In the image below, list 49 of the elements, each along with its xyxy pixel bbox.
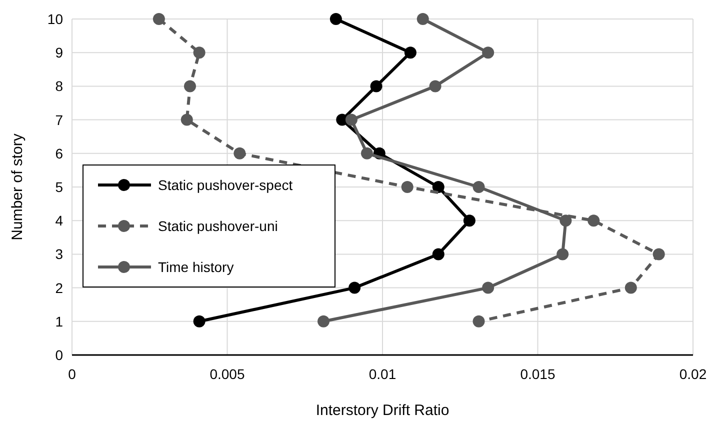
point: [482, 282, 494, 294]
point: [152, 13, 165, 25]
point: [624, 282, 637, 294]
x-tick-label: 0.02: [679, 366, 707, 382]
y-tick-label: 8: [55, 78, 64, 94]
y-tick-label: 3: [55, 246, 64, 262]
y-tick-label: 2: [55, 280, 64, 296]
point: [560, 214, 572, 227]
point: [348, 282, 361, 294]
y-tick-label: 9: [55, 44, 64, 61]
point: [330, 13, 342, 25]
y-axis-title: Number of story: [9, 133, 26, 240]
point: [370, 80, 382, 92]
point: [318, 315, 330, 328]
y-tick-label: 10: [47, 11, 64, 27]
y-tick-label: 6: [55, 145, 64, 162]
point: [404, 46, 416, 59]
point: [429, 80, 442, 92]
point: [234, 147, 246, 160]
legend-label: Static pushover-spect: [158, 177, 293, 193]
point: [432, 181, 444, 193]
y-tick-label: 0: [55, 347, 64, 363]
legend-label: Time history: [158, 259, 234, 275]
point: [416, 13, 429, 25]
y-tick-label: 7: [55, 112, 64, 128]
y-tick-label: 1: [55, 313, 64, 330]
point: [184, 80, 196, 92]
legend-label: Static pushover-uni: [158, 218, 278, 234]
y-tick-label: 5: [55, 179, 64, 195]
point: [401, 181, 414, 193]
point: [463, 214, 476, 227]
x-axis-title: Interstory Drift Ratio: [316, 402, 450, 419]
point: [472, 181, 485, 193]
point: [482, 46, 494, 59]
point: [432, 248, 444, 260]
point: [360, 147, 373, 160]
y-tick-label: 4: [55, 212, 64, 229]
point: [193, 315, 206, 328]
point: [180, 114, 193, 126]
x-tick-label: 0.005: [210, 366, 245, 382]
point: [556, 248, 569, 260]
point: [652, 248, 665, 260]
x-tick-label: 0: [68, 366, 76, 382]
x-tick-label: 0.01: [368, 366, 396, 382]
point: [472, 315, 485, 328]
x-tick-label: 0.015: [520, 366, 556, 382]
point: [588, 214, 600, 227]
point: [345, 114, 358, 126]
point: [193, 46, 206, 59]
